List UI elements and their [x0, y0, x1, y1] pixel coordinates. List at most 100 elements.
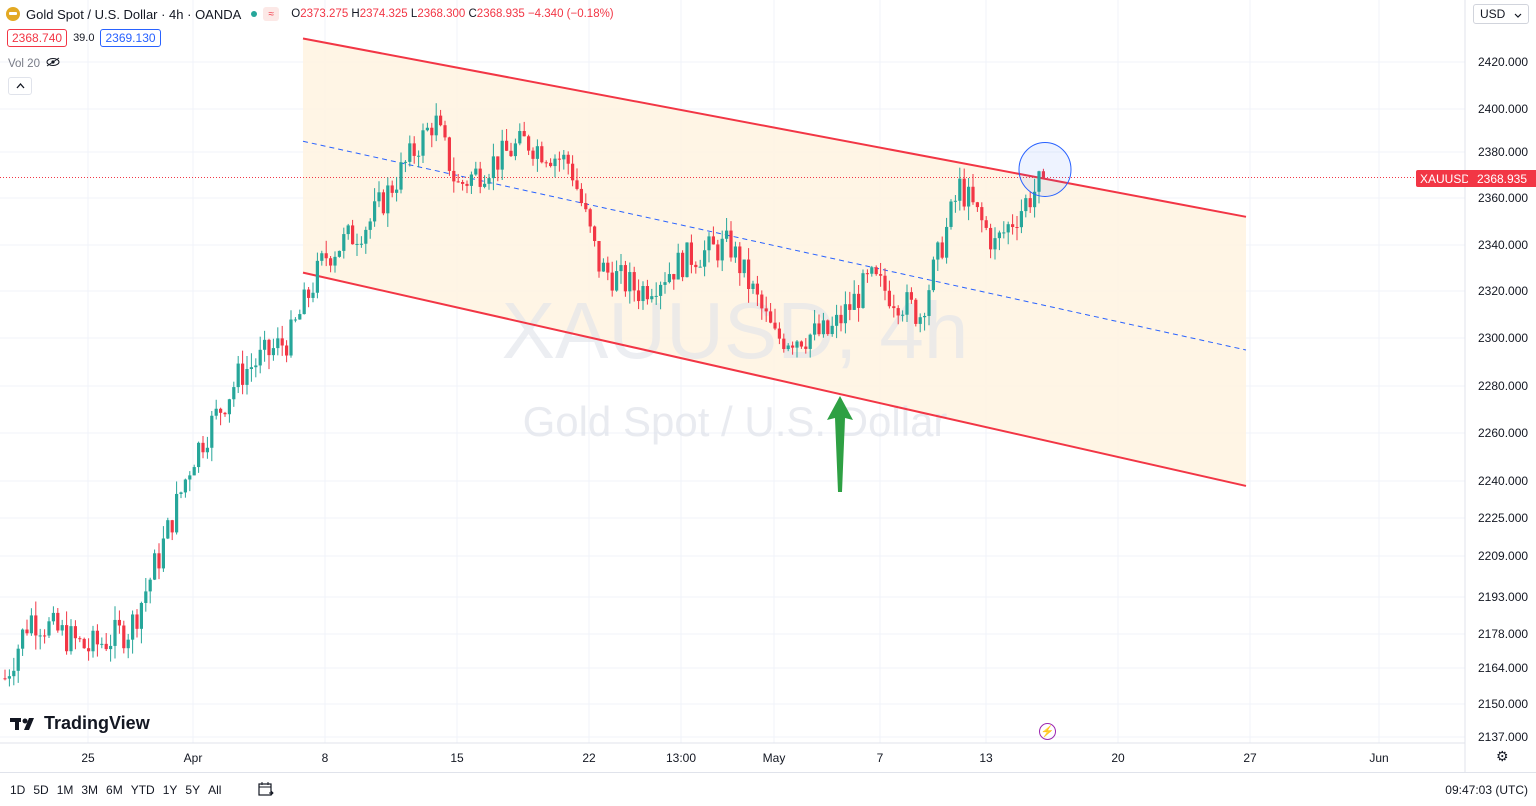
- candle-body: [909, 292, 913, 300]
- candle-body: [65, 625, 69, 652]
- calendar-icon[interactable]: [258, 781, 274, 802]
- candle-body: [579, 188, 583, 204]
- candle-body: [650, 296, 654, 300]
- gear-icon[interactable]: ⚙: [1496, 748, 1509, 764]
- candle-body: [923, 315, 927, 318]
- currency-value: USD: [1480, 7, 1506, 21]
- y-tick-label: 2320.000: [1478, 284, 1528, 298]
- candle-body: [337, 250, 341, 257]
- candle-body: [703, 250, 707, 267]
- candle-body: [874, 267, 878, 275]
- price-chart[interactable]: XAUUSD, 4h Gold Spot / U.S. Dollar 2137.…: [0, 0, 1536, 772]
- range-1d-button[interactable]: 1D: [10, 783, 26, 797]
- candle-body: [1002, 232, 1006, 234]
- candle-body: [403, 161, 407, 163]
- candle-body: [505, 140, 509, 151]
- range-6m-button[interactable]: 6M: [106, 783, 123, 797]
- price-change: −4.340 (−0.18%): [527, 8, 614, 20]
- candle-body: [799, 341, 803, 347]
- candle-body: [962, 178, 966, 207]
- price-axis: 2137.000 2150.000 2164.000 2178.000 2193.000…: [1478, 55, 1528, 744]
- candle-body: [100, 643, 104, 645]
- candle-body: [610, 272, 614, 291]
- candle-body: [971, 186, 975, 203]
- candle-body: [769, 311, 773, 323]
- data-delay-icon[interactable]: ≈: [263, 7, 280, 21]
- candle-body: [381, 192, 385, 214]
- candle-body: [87, 648, 91, 652]
- utc-clock[interactable]: 09:47:03 (UTC): [1445, 783, 1528, 797]
- candle-body: [562, 154, 566, 160]
- candle-body: [1006, 224, 1010, 233]
- bid-price[interactable]: 2368.740: [7, 29, 68, 47]
- range-all-button[interactable]: All: [208, 783, 222, 797]
- candle-body: [263, 339, 267, 350]
- currency-select[interactable]: USD: [1473, 4, 1529, 24]
- candle-body: [738, 246, 742, 274]
- x-tick-label: Apr: [184, 751, 203, 765]
- candle-body: [183, 479, 187, 493]
- candle-body: [496, 156, 500, 170]
- candle-body: [491, 156, 495, 179]
- symbol-title[interactable]: Gold Spot / U.S. Dollar · 4h · OANDA: [26, 6, 242, 22]
- x-tick-label: 27: [1243, 751, 1257, 765]
- range-1m-button[interactable]: 1M: [56, 783, 74, 797]
- candle-body: [333, 256, 337, 266]
- candle-body: [773, 322, 777, 329]
- candle-body: [940, 242, 944, 258]
- candle-body: [967, 186, 971, 207]
- eye-off-icon[interactable]: [46, 57, 60, 70]
- range-ytd-button[interactable]: YTD: [130, 783, 155, 797]
- ask-price[interactable]: 2369.130: [100, 29, 161, 47]
- candle-body: [654, 295, 658, 297]
- candle-body: [544, 162, 548, 164]
- candle-body: [1019, 211, 1023, 228]
- channel-upper-line: [302, 37, 1247, 218]
- candle-body: [601, 262, 605, 272]
- candle-body: [408, 143, 412, 162]
- candle-body: [892, 306, 896, 309]
- range-3m-button[interactable]: 3M: [81, 783, 99, 797]
- candle-body: [38, 635, 42, 637]
- volume-indicator[interactable]: Vol 20: [8, 57, 60, 70]
- candle-body: [399, 162, 403, 190]
- range-5d-button[interactable]: 5D: [33, 783, 49, 797]
- candle-body: [47, 621, 51, 636]
- candle-body: [557, 158, 561, 160]
- candle-body: [685, 242, 689, 278]
- candle-body: [606, 262, 610, 273]
- candle-body: [368, 221, 372, 230]
- candle-body: [1011, 224, 1015, 228]
- candle-body: [500, 140, 504, 170]
- symbol-header: Gold Spot / U.S. Dollar · 4h · OANDA ≈ O…: [6, 4, 614, 24]
- candle-body: [219, 408, 223, 413]
- collapse-legend-button[interactable]: [8, 77, 32, 95]
- candle-body: [1015, 227, 1019, 229]
- time-axis: 25 Apr 8 15 22 13:00 May 7 13 20 27 Jun: [81, 751, 1388, 765]
- candle-body: [901, 314, 905, 316]
- candle-body: [984, 220, 988, 228]
- candle-body: [997, 232, 1001, 239]
- candle-body: [469, 174, 473, 186]
- candle-body: [791, 345, 795, 348]
- chevron-down-icon: [1514, 7, 1522, 21]
- y-tick-label: 2280.000: [1478, 379, 1528, 393]
- candle-body: [249, 367, 253, 369]
- candle-body: [905, 292, 909, 315]
- y-tick-label: 2240.000: [1478, 474, 1528, 488]
- range-5y-button[interactable]: 5Y: [185, 783, 201, 797]
- candle-body: [346, 225, 350, 235]
- candle-body: [637, 290, 641, 302]
- range-1y-button[interactable]: 1Y: [162, 783, 178, 797]
- candle-body: [755, 283, 759, 295]
- tradingview-logo[interactable]: TradingView: [10, 713, 150, 734]
- candle-body: [725, 230, 729, 239]
- x-tick-label: 25: [81, 751, 95, 765]
- candle-body: [861, 273, 865, 308]
- candle-body: [43, 635, 47, 637]
- candle-body: [588, 209, 592, 227]
- candle-body: [804, 346, 808, 349]
- candle-body: [593, 226, 597, 242]
- candle-body: [566, 154, 570, 164]
- lightning-icon[interactable]: ⚡: [1039, 723, 1056, 740]
